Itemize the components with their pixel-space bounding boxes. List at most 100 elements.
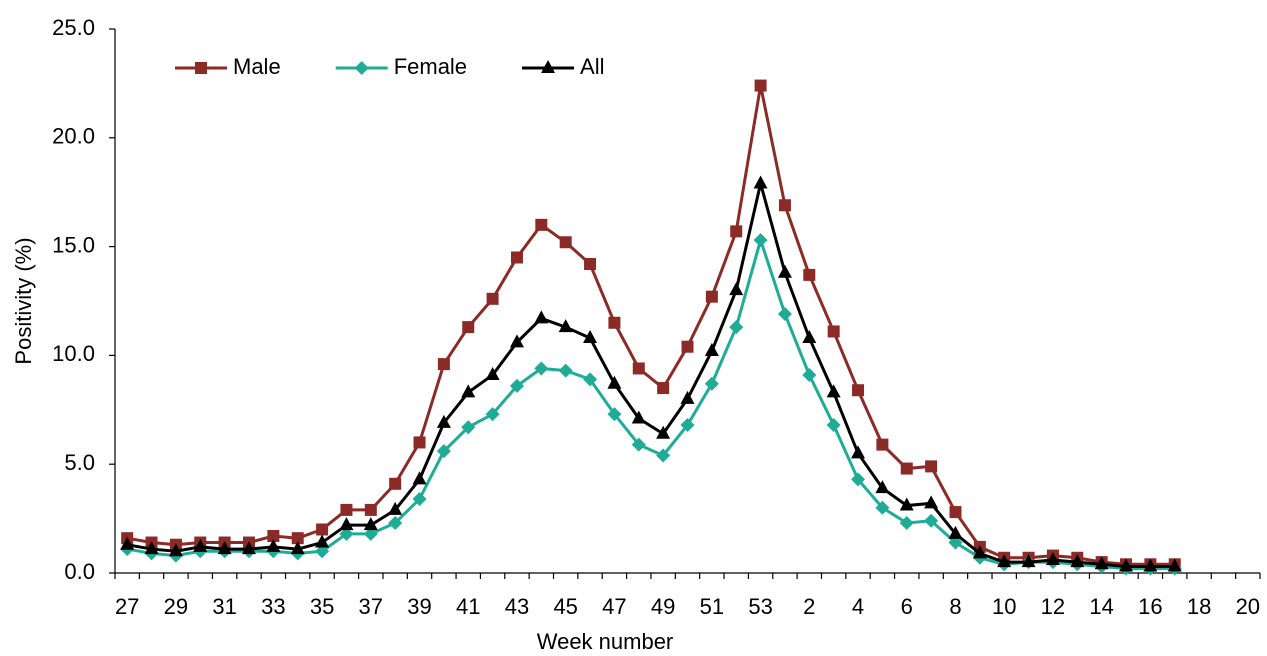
data-point bbox=[144, 541, 159, 555]
data-point bbox=[584, 258, 597, 271]
data-point bbox=[777, 307, 792, 322]
x-tick-label: 45 bbox=[553, 594, 577, 619]
x-tick-label: 20 bbox=[1236, 594, 1260, 619]
data-point bbox=[534, 361, 549, 376]
legend-label: All bbox=[580, 54, 604, 79]
data-point bbox=[120, 536, 135, 550]
data-point bbox=[461, 420, 476, 435]
legend-label: Female bbox=[394, 54, 467, 79]
data-point bbox=[608, 316, 621, 329]
data-point bbox=[291, 532, 304, 545]
data-point bbox=[729, 282, 744, 296]
y-tick-label: 25.0 bbox=[52, 15, 95, 40]
x-axis-title: Week number bbox=[537, 629, 674, 654]
data-point bbox=[389, 477, 402, 490]
x-tick-label: 16 bbox=[1138, 594, 1162, 619]
data-point bbox=[802, 329, 817, 343]
x-tick-label: 2 bbox=[803, 594, 815, 619]
data-point bbox=[266, 538, 281, 552]
data-point bbox=[436, 444, 451, 459]
data-point bbox=[607, 375, 622, 389]
data-point bbox=[876, 438, 889, 451]
data-point bbox=[412, 471, 427, 485]
data-point bbox=[924, 513, 939, 528]
y-tick-label: 5.0 bbox=[64, 450, 95, 475]
data-point bbox=[704, 376, 719, 391]
x-tick-label: 35 bbox=[310, 594, 334, 619]
data-point bbox=[241, 541, 256, 555]
legend-marker bbox=[354, 61, 369, 75]
x-tick-label: 53 bbox=[748, 594, 772, 619]
x-tick-label: 12 bbox=[1041, 594, 1065, 619]
x-tick-label: 10 bbox=[992, 594, 1016, 619]
series-line bbox=[126, 183, 1175, 568]
data-point bbox=[753, 233, 768, 248]
x-tick-label: 37 bbox=[359, 594, 383, 619]
data-point bbox=[193, 538, 208, 552]
data-point bbox=[583, 372, 598, 387]
x-tick-label: 51 bbox=[700, 594, 724, 619]
data-point bbox=[900, 462, 913, 475]
data-point bbox=[267, 530, 280, 543]
y-tick-label: 10.0 bbox=[52, 341, 95, 366]
data-point bbox=[852, 384, 865, 397]
data-point bbox=[754, 79, 767, 92]
data-point bbox=[461, 384, 476, 398]
data-point bbox=[851, 472, 866, 487]
data-point bbox=[704, 343, 719, 357]
x-tick-label: 6 bbox=[901, 594, 913, 619]
y-tick-label: 0.0 bbox=[64, 559, 95, 584]
data-point bbox=[559, 236, 572, 249]
y-tick-label: 15.0 bbox=[52, 232, 95, 257]
data-point bbox=[315, 534, 330, 548]
series-line bbox=[126, 85, 1175, 566]
x-tick-label: 49 bbox=[651, 594, 675, 619]
data-point bbox=[339, 526, 354, 541]
data-point bbox=[412, 492, 427, 507]
data-point bbox=[607, 407, 622, 422]
data-point bbox=[631, 437, 646, 452]
data-point bbox=[558, 319, 573, 333]
data-point bbox=[363, 517, 378, 531]
data-point bbox=[583, 329, 598, 343]
data-point bbox=[509, 378, 524, 393]
data-point bbox=[729, 320, 744, 335]
data-point bbox=[437, 358, 450, 371]
y-axis-title: Positivity (%) bbox=[11, 237, 36, 364]
data-point bbox=[315, 544, 330, 559]
x-tick-label: 31 bbox=[212, 594, 236, 619]
data-point bbox=[485, 407, 500, 422]
data-point bbox=[1070, 554, 1085, 568]
data-point bbox=[875, 480, 890, 494]
data-point bbox=[534, 310, 549, 324]
data-point bbox=[826, 384, 841, 398]
data-point bbox=[656, 425, 671, 439]
data-point bbox=[436, 414, 451, 428]
data-point bbox=[899, 515, 914, 530]
data-point bbox=[924, 495, 939, 509]
data-point bbox=[510, 251, 523, 264]
data-point bbox=[462, 321, 475, 334]
data-point bbox=[316, 523, 329, 536]
data-point bbox=[1167, 558, 1182, 572]
data-point bbox=[217, 541, 232, 555]
x-tick-label: 47 bbox=[602, 594, 626, 619]
data-point bbox=[948, 525, 963, 539]
data-point bbox=[631, 410, 646, 424]
data-point bbox=[705, 290, 718, 303]
legend-label: Male bbox=[233, 54, 281, 79]
data-point bbox=[827, 325, 840, 338]
data-point bbox=[363, 526, 378, 541]
data-point bbox=[168, 543, 183, 557]
data-point bbox=[388, 515, 403, 530]
data-point bbox=[949, 506, 962, 519]
x-tick-label: 18 bbox=[1187, 594, 1211, 619]
data-point bbox=[657, 382, 670, 395]
data-point bbox=[803, 268, 816, 281]
data-point bbox=[680, 418, 695, 433]
data-point bbox=[486, 292, 499, 305]
legend-marker bbox=[541, 60, 556, 73]
data-point bbox=[485, 366, 500, 380]
data-point bbox=[680, 390, 695, 404]
